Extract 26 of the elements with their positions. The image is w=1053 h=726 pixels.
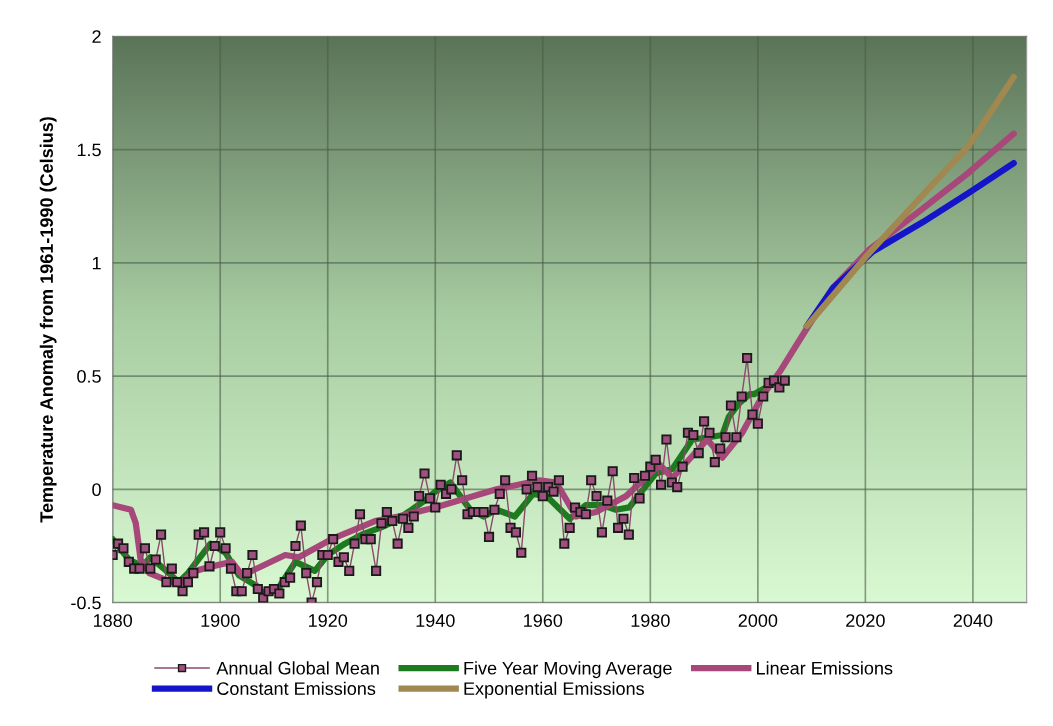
y-tick-label: 0.5 (77, 370, 101, 383)
x-tick-label: 1920 (309, 614, 348, 627)
x-tick-label: 1980 (631, 614, 670, 627)
x-tick-label: 2040 (953, 614, 993, 627)
point (758, 391, 769, 402)
y-tick-label: 1.5 (77, 143, 101, 157)
x-tick-label: 1940 (416, 614, 455, 627)
point (172, 577, 183, 588)
y-tick-label: -0.5 (71, 596, 101, 610)
x-tick-label: 1960 (524, 614, 563, 627)
legend-label: Five Year Moving Average (464, 661, 672, 679)
legend-label: Annual Global Mean (216, 661, 379, 675)
point (430, 502, 441, 513)
y-axis-title: Temperature Anomaly from 1961-1990 (Celsius) (39, 117, 57, 523)
y-tick-label: 2 (92, 30, 101, 43)
point (553, 475, 564, 486)
legend-label: Exponential Emissions (464, 681, 644, 699)
y-tick-label: 1 (92, 256, 101, 270)
y-tick-label: 0 (92, 483, 101, 497)
x-tick-label: 2020 (846, 614, 885, 627)
legend-label: Linear Emissions (757, 661, 893, 675)
x-tick-label: 1900 (201, 614, 240, 627)
legend-label: Constant Emissions (217, 681, 376, 696)
x-tick-label: 1880 (93, 614, 133, 627)
x-tick-label: 2000 (738, 614, 778, 627)
point (204, 561, 215, 572)
